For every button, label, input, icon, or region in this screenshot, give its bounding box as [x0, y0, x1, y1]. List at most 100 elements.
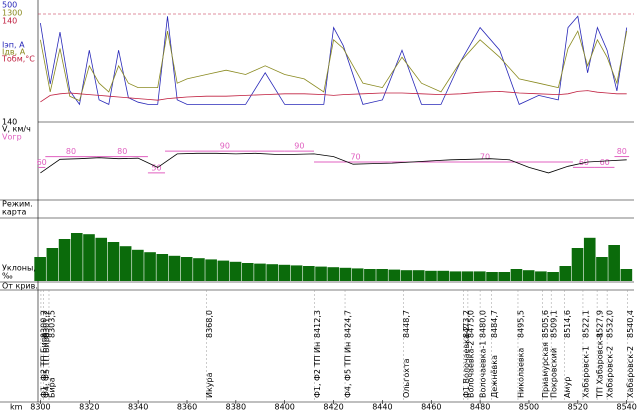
- panel-label: Уклоны,: [2, 264, 36, 273]
- station-name: Ф1 Волочаевка-2: [462, 326, 471, 398]
- station-km: 8368,0: [205, 310, 214, 338]
- station-name: Ольгохта: [402, 358, 411, 398]
- gradient-bar: [46, 248, 59, 281]
- station-km: 8495,5: [516, 310, 525, 338]
- station-name: Дежнёвка: [490, 355, 499, 398]
- station-km: 8303,5: [47, 310, 56, 338]
- station-km: 8448,7: [402, 310, 411, 338]
- station-name: Ф1, Ф2 ТП Ин: [313, 342, 322, 398]
- gradient-bar: [119, 246, 132, 281]
- gradient-bar: [303, 266, 315, 281]
- gradient-bar: [559, 266, 572, 281]
- y-tick-label: 1300: [2, 9, 22, 18]
- station-name: Николаевка: [516, 348, 525, 398]
- station-km: 8480,0: [479, 310, 488, 338]
- x-tick-label: 8480: [470, 403, 490, 412]
- gradient-bar: [437, 270, 449, 281]
- station-name: Приамурская: [541, 342, 550, 398]
- station-km: 8527,9: [596, 310, 605, 338]
- series-line: [40, 152, 627, 174]
- gradient-bar: [474, 271, 486, 281]
- gradient-bar: [583, 237, 596, 281]
- gradient-bar: [156, 254, 169, 281]
- gradient-bar: [596, 257, 608, 281]
- gradient-bar: [70, 233, 83, 281]
- gradient-bar: [254, 263, 266, 281]
- gradient-bar: [364, 269, 376, 281]
- gradient-bar: [144, 252, 156, 281]
- legend-label: Iэп, A: [2, 41, 25, 50]
- gradient-bar: [266, 264, 278, 281]
- y-tick-label: 140: [2, 17, 17, 26]
- station-name: Ф4, Ф5 ТП Бира: [42, 332, 51, 398]
- series-line: [40, 30, 628, 102]
- series-line: [40, 90, 627, 103]
- station-km: 8473,2: [462, 310, 471, 338]
- station-name: Хабаровск-1: [581, 346, 590, 398]
- x-tick-label: 8540: [616, 403, 636, 412]
- panel-label: От крив.: [2, 282, 38, 291]
- station-km: 8514,6: [563, 310, 572, 338]
- station-km: 8412,3: [313, 310, 322, 338]
- x-tick-label: 8400: [275, 403, 295, 412]
- gradient-bar: [278, 264, 291, 281]
- gradient-bar: [290, 265, 303, 281]
- station-km: 8540,4: [626, 310, 635, 338]
- speed-limit-label: 70: [480, 153, 490, 162]
- gradient-bar: [132, 249, 144, 281]
- gradient-bar: [168, 255, 181, 281]
- speed-limit-label: 50: [151, 163, 161, 172]
- station-name: Хабаровск-2: [606, 346, 615, 398]
- panel-label: карта: [2, 208, 26, 217]
- station-km: 8301,2: [42, 310, 51, 338]
- x-tick-label: 8360: [177, 403, 197, 412]
- station-name: Волочаевка-1: [479, 341, 488, 398]
- speed-limit-label: 90: [220, 142, 230, 151]
- x-tick-label: 8420: [323, 403, 343, 412]
- station-km: 8509,1: [550, 310, 559, 338]
- gradient-bar: [510, 269, 523, 281]
- gradient-bar: [351, 268, 364, 281]
- gradient-bar: [193, 258, 205, 281]
- gradient-bar: [229, 261, 242, 281]
- station-name: Ф1, Ф2 ТП Бира: [39, 332, 48, 398]
- station-name: Покровский: [550, 348, 559, 398]
- x-axis-label: km: [10, 403, 23, 412]
- gradient-bar: [83, 234, 95, 281]
- gradient-bar: [412, 270, 425, 281]
- gradient-bar: [58, 239, 71, 281]
- gradient-bar: [608, 245, 620, 281]
- station-name: Ф4, Ф5 ТП Ин: [344, 342, 353, 398]
- station-km: 8532,0: [606, 310, 615, 338]
- x-tick-label: 8320: [79, 403, 99, 412]
- gradient-bar: [217, 260, 230, 281]
- gradient-bar: [241, 263, 254, 281]
- panel-label: Режим.: [2, 200, 33, 209]
- panel-label: ‰: [2, 272, 13, 281]
- gradient-bar: [205, 259, 217, 281]
- speed-limit-label: 70: [350, 153, 360, 162]
- gradient-bar: [315, 266, 327, 281]
- station-name: Икура: [205, 372, 214, 398]
- gradient-bar: [571, 248, 584, 281]
- gradient-bar: [535, 271, 547, 281]
- gradient-bar: [449, 271, 462, 281]
- gradient-bar: [180, 257, 193, 281]
- y-tick-label: 140: [2, 118, 17, 127]
- y-tick-label: 500: [2, 1, 17, 10]
- station-km: 8522,1: [581, 310, 590, 338]
- legend-label: Тобм,°C: [1, 55, 35, 64]
- x-tick-label: 8300: [30, 403, 50, 412]
- speed-limit-label: 80: [66, 147, 76, 156]
- x-tick-label: 8340: [128, 403, 148, 412]
- gradient-bar: [547, 272, 559, 281]
- gradient-bar: [107, 242, 120, 281]
- gradient-bar: [327, 267, 340, 281]
- gradient-bar: [425, 270, 437, 281]
- gradient-bar: [461, 271, 474, 281]
- station-name: Волочаевка-2: [466, 341, 475, 398]
- station-name: Хабаровск-2: [626, 346, 635, 398]
- speed-limit-label: 60: [600, 158, 610, 167]
